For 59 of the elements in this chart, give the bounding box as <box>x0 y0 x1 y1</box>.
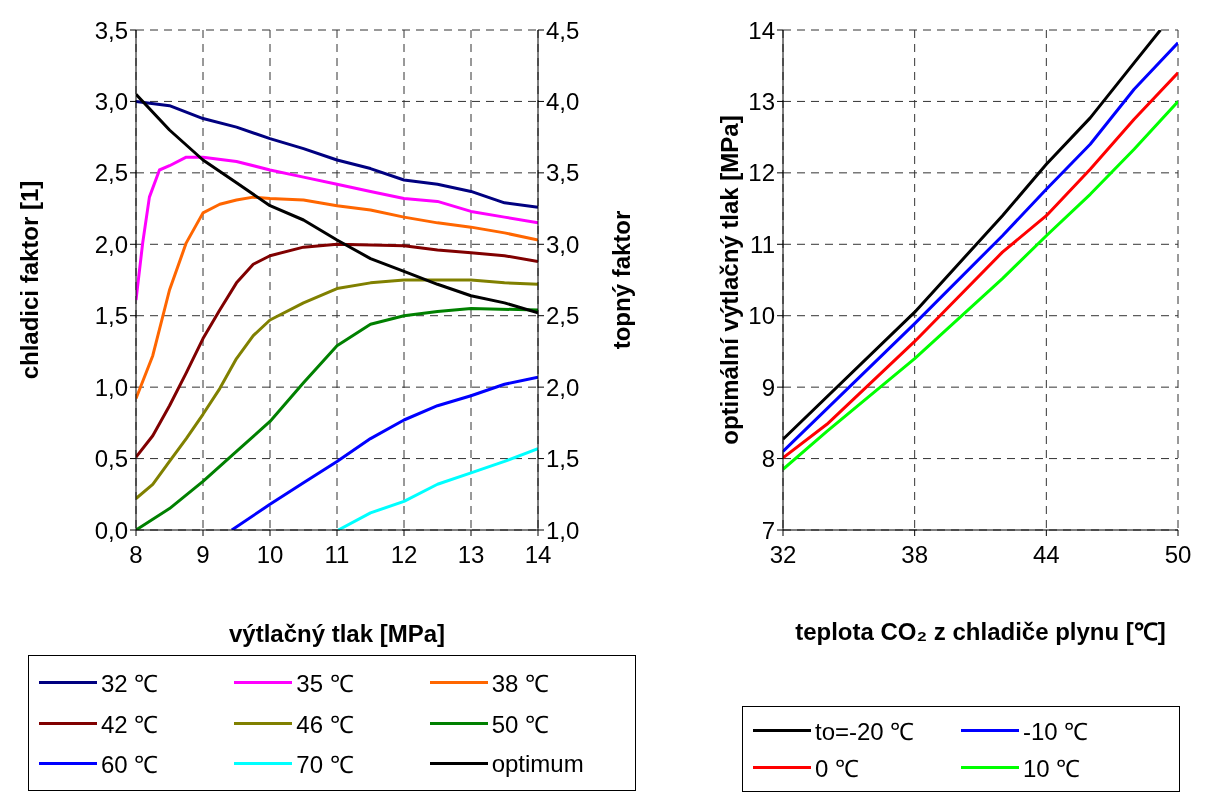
line-series <box>336 447 538 530</box>
y-tick-label: 8 <box>761 445 775 473</box>
y-tick-label: 9 <box>761 373 775 401</box>
y2-tick-label: 3,5 <box>546 159 580 187</box>
x-tick-label: 11 <box>324 541 350 569</box>
x-tick-label: 13 <box>457 541 485 569</box>
y-tick-label: 0,0 <box>94 516 128 544</box>
y2-tick-label: 1,5 <box>546 445 580 473</box>
x-tick-label: 38 <box>901 541 929 569</box>
y2-tick-label: 4,0 <box>546 87 580 115</box>
legend-label: 60 ℃ <box>101 750 159 781</box>
x-tick-label: 50 <box>1164 541 1192 569</box>
y2-tick-label: 2,5 <box>546 302 580 330</box>
y-tick-label: 2,0 <box>94 230 128 258</box>
y2-tick-label: 2,0 <box>546 373 580 401</box>
line-series <box>136 155 538 302</box>
line-series <box>136 242 538 459</box>
x-tick-label: 12 <box>390 541 418 569</box>
x-tick-label: 32 <box>769 541 797 569</box>
legend-label: 46 ℃ <box>296 709 354 740</box>
x-tick-label: 14 <box>524 541 552 569</box>
legend-label: 10 ℃ <box>1023 754 1081 785</box>
y-tick-label: 1,5 <box>94 302 128 330</box>
y2-axis-title: topný faktor <box>608 210 636 350</box>
y-tick-label: 12 <box>748 159 775 187</box>
legend-label: 42 ℃ <box>101 709 159 740</box>
legend-label: 50 ℃ <box>491 709 550 740</box>
y-tick-label: 3,0 <box>94 87 128 115</box>
y-axis-title: chladici faktor [1] <box>16 180 44 380</box>
y-tick-label: 2,5 <box>94 159 128 187</box>
line-series <box>230 375 538 530</box>
y-tick-label: 0,5 <box>94 445 128 473</box>
y-tick-label: 14 <box>748 16 775 44</box>
legend-label: 38 ℃ <box>491 668 550 699</box>
legend-label: -10 ℃ <box>1023 716 1089 747</box>
y-tick-label: 13 <box>748 87 775 115</box>
y-tick-label: 1,0 <box>94 373 128 401</box>
x-tick-label: 44 <box>1032 541 1060 569</box>
y2-tick-label: 3,0 <box>546 230 580 258</box>
x-axis-title: výtlačný tlak [MPa] <box>227 619 447 649</box>
y2-tick-label: 1,0 <box>546 516 580 544</box>
x-tick-label: 10 <box>256 541 284 569</box>
legend-label: optimum <box>491 749 584 778</box>
x-axis-title: teplota CO₂ z chladiče plynu [℃] <box>794 617 1167 647</box>
line-series <box>136 195 538 401</box>
line-series <box>136 278 538 501</box>
legend-label: 70 ℃ <box>296 750 354 781</box>
x-tick-label: 9 <box>196 541 210 569</box>
y-tick-label: 7 <box>761 516 775 544</box>
legend-label: 32 ℃ <box>101 668 159 699</box>
legend-label: to=-20 ℃ <box>815 716 915 747</box>
y-tick-label: 10 <box>748 302 775 330</box>
y2-tick-label: 4,5 <box>546 16 580 44</box>
y-tick-label: 11 <box>750 230 775 258</box>
y-axis-title: optimální výtlačný tlak [MPa] <box>716 115 744 445</box>
legend-label: 0 ℃ <box>815 754 860 785</box>
line-series <box>136 99 538 209</box>
legend-label: 35 ℃ <box>296 668 354 699</box>
y-tick-label: 3,5 <box>94 16 128 44</box>
